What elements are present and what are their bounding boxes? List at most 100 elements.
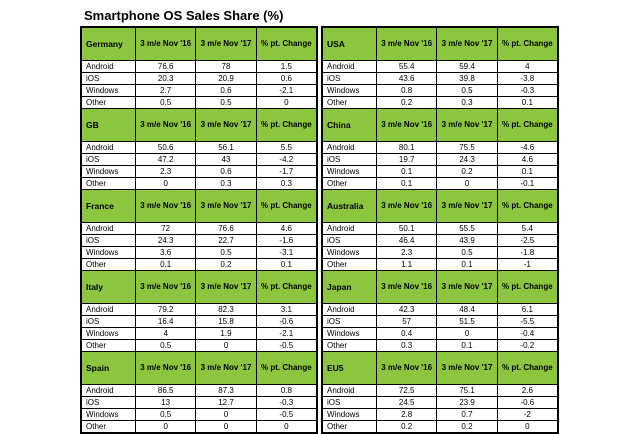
table-row: Windows 4 1.9 -2.1 [81,327,318,340]
value-2016: 0.1 [134,258,197,271]
value-2017: 75.1 [436,384,498,397]
pt-change: 0.8 [255,384,318,397]
os-name: Windows [322,246,377,259]
table-row: Other 0 0 0 [81,420,318,433]
os-name: Other [322,339,377,352]
table-row: Android 79.2 82.3 3.1 [81,303,318,316]
value-2017: 0 [195,339,257,352]
value-2016: 0.5 [134,339,197,352]
os-name: iOS [322,315,377,328]
pt-change: 0.1 [496,96,559,109]
value-2016: 86.5 [134,384,197,397]
table-row: iOS 20.3 20.9 0.6 [81,72,318,85]
value-2016: 50.1 [375,222,438,235]
period-2017-header: 3 m/e Nov '17 [195,27,257,61]
value-2017: 1.9 [195,327,257,340]
pt-change: -1.6 [255,234,318,247]
pt-change: 0.1 [496,165,559,178]
pt-change: -0.6 [496,396,559,409]
table-row: Other 0.5 0 -0.5 [81,339,318,352]
change-header: % pt. Change [255,270,318,304]
value-2016: 46.4 [375,234,438,247]
period-2017-header: 3 m/e Nov '17 [436,27,498,61]
value-2016: 4 [134,327,197,340]
period-2016-header: 3 m/e Nov '16 [375,351,438,385]
os-name: Other [81,420,136,433]
table-row: Android 72.5 75.1 2.6 [322,384,559,397]
value-2016: 55.4 [375,60,438,73]
country-header-row: Italy 3 m/e Nov '16 3 m/e Nov '17% pt. Cha… [81,270,318,304]
value-2016: 24.5 [375,396,438,409]
pt-change: 6.1 [496,303,559,316]
value-2017: 0.5 [436,246,498,259]
table-row: Android 42.3 48.4 6.1 [322,303,559,316]
value-2016: 57 [375,315,438,328]
value-2016: 42.3 [375,303,438,316]
change-header: % pt. Change [496,270,559,304]
value-2016: 79.2 [134,303,197,316]
value-2016: 47.2 [134,153,197,166]
table-row: Windows 2.7 0.6 -2.1 [81,84,318,97]
right-column: USA 3 m/e Nov '16 3 m/e Nov '17% pt. Chang… [321,26,559,434]
value-2016: 3.6 [134,246,197,259]
pt-change: -2 [496,408,559,421]
os-name: iOS [322,396,377,409]
pt-change: 5.4 [496,222,559,235]
value-2017: 56.1 [195,141,257,154]
value-2017: 0.2 [436,420,498,433]
os-name: Android [81,303,136,316]
value-2017: 12.7 [195,396,257,409]
table-row: iOS 19.7 24.3 4.6 [322,153,559,166]
os-name: Android [322,222,377,235]
pt-change: -4.6 [496,141,559,154]
os-name: iOS [81,315,136,328]
table-row: Windows 0.5 0 -0.5 [81,408,318,421]
table-row: Windows 2.3 0.6 -1.7 [81,165,318,178]
table-row: iOS 47.2 43 -4.2 [81,153,318,166]
country-header-row: Japan 3 m/e Nov '16 3 m/e Nov '17% pt. Cha… [322,270,559,304]
period-2016-header: 3 m/e Nov '16 [134,189,197,223]
pt-change: -0.5 [255,408,318,421]
table-row: iOS 24.3 22.7 -1.6 [81,234,318,247]
country-name: France [81,189,136,223]
pt-change: 3.1 [255,303,318,316]
table-row: Other 0.1 0 -0.1 [322,177,559,190]
pt-change: -5.5 [496,315,559,328]
value-2016: 0.5 [134,96,197,109]
value-2016: 2.3 [134,165,197,178]
pt-change: -0.3 [496,84,559,97]
value-2017: 55.5 [436,222,498,235]
country-name: Australia [322,189,377,223]
value-2017: 51.5 [436,315,498,328]
country-header-row: China 3 m/e Nov '16 3 m/e Nov '17% pt. Cha… [322,108,559,142]
value-2017: 43.9 [436,234,498,247]
value-2017: 59.4 [436,60,498,73]
country-header-row: Australia 3 m/e Nov '16 3 m/e Nov '17% pt.… [322,189,559,223]
os-name: Android [322,60,377,73]
value-2017: 39.8 [436,72,498,85]
period-2017-header: 3 m/e Nov '17 [195,189,257,223]
page-title: Smartphone OS Sales Share (%) [84,8,284,23]
value-2017: 15.8 [195,315,257,328]
table-row: iOS 46.4 43.9 -2.5 [322,234,559,247]
pt-change: -2.1 [255,327,318,340]
value-2017: 0.2 [436,165,498,178]
value-2016: 16.4 [134,315,197,328]
value-2017: 0.5 [436,84,498,97]
period-2016-header: 3 m/e Nov '16 [134,270,197,304]
table-row: Other 0.5 0.5 0 [81,96,318,109]
value-2016: 24.3 [134,234,197,247]
value-2016: 72 [134,222,197,235]
value-2016: 0 [134,177,197,190]
pt-change: -2.5 [496,234,559,247]
pt-change: -1.7 [255,165,318,178]
os-name: Windows [322,84,377,97]
period-2016-header: 3 m/e Nov '16 [134,351,197,385]
table-row: Windows 3.6 0.5 -3.1 [81,246,318,259]
pt-change: 0 [496,420,559,433]
table-row: Windows 0.8 0.5 -0.3 [322,84,559,97]
period-2016-header: 3 m/e Nov '16 [134,108,197,142]
value-2016: 0.8 [375,84,438,97]
value-2017: 0.3 [436,96,498,109]
value-2016: 19.7 [375,153,438,166]
